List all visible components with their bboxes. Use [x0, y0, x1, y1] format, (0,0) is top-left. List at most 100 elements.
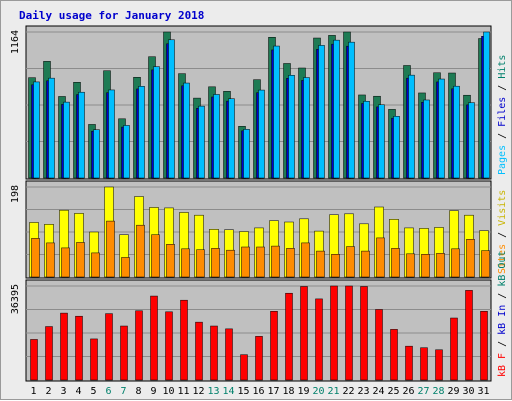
bar-hits-2 — [48, 77, 55, 179]
bar-hits-1 — [33, 81, 40, 179]
x-tick-label-1: 1 — [30, 386, 36, 397]
x-tick-label-14: 14 — [222, 386, 234, 397]
bar-kbf-8 — [135, 310, 143, 381]
bar-kbf-20 — [315, 298, 323, 381]
legend-part-middle-2: Visits — [497, 190, 508, 226]
bar-hits-29 — [453, 85, 460, 179]
bar-hits-31 — [483, 31, 490, 179]
bar-sites-27 — [421, 254, 430, 278]
bar-hits-27 — [423, 99, 430, 179]
bar-hits-15 — [243, 129, 250, 179]
bar-kbf-9 — [150, 295, 158, 381]
bar-kbf-28 — [435, 349, 443, 381]
bar-sites-13 — [211, 248, 220, 278]
bar-kbf-27 — [420, 347, 428, 381]
bar-hits-28 — [438, 78, 445, 179]
x-tick-label-15: 15 — [237, 386, 249, 397]
x-tick-label-21: 21 — [327, 386, 339, 397]
legend-part-top-1: / — [497, 127, 508, 145]
x-tick-label-13: 13 — [207, 386, 219, 397]
x-tick-label-9: 9 — [150, 386, 156, 397]
ymax-label-bottom: 36395 — [10, 284, 21, 314]
bar-sites-21 — [331, 254, 340, 278]
x-tick-label-5: 5 — [90, 386, 96, 397]
bar-sites-15 — [241, 246, 250, 278]
x-tick-label-4: 4 — [75, 386, 81, 397]
bar-kbf-24 — [375, 309, 383, 381]
bar-hits-18 — [288, 75, 295, 179]
x-tick-label-23: 23 — [357, 386, 369, 397]
bar-sites-16 — [256, 246, 265, 278]
x-tick-label-26: 26 — [402, 386, 414, 397]
x-tick-label-31: 31 — [477, 386, 489, 397]
x-tick-label-3: 3 — [60, 386, 66, 397]
ymax-label-top: 1164 — [10, 30, 21, 54]
bar-hits-20 — [318, 45, 325, 179]
x-tick-label-19: 19 — [297, 386, 309, 397]
bar-kbf-22 — [345, 285, 353, 381]
bar-kbf-16 — [255, 336, 263, 381]
bar-sites-25 — [391, 248, 400, 278]
bar-hits-30 — [468, 102, 475, 179]
bar-hits-9 — [153, 66, 160, 179]
bar-sites-17 — [271, 245, 280, 278]
x-tick-label-20: 20 — [312, 386, 324, 397]
legend-part-bottom-2: kB In — [497, 305, 508, 335]
x-tick-label-30: 30 — [462, 386, 474, 397]
x-tick-label-18: 18 — [282, 386, 294, 397]
legend-part-top-2: Files — [497, 97, 508, 127]
panel-top: 1164 Pages / Files / Hits — [10, 25, 508, 180]
bar-sites-4 — [76, 242, 85, 278]
bar-hits-21 — [333, 39, 340, 179]
bar-hits-16 — [258, 89, 265, 179]
bar-kbf-6 — [105, 313, 113, 381]
legend-part-bottom-4: kB Out — [497, 251, 508, 287]
legend-part-middle-0: Sites — [497, 244, 508, 274]
x-tick-label-17: 17 — [267, 386, 279, 397]
bar-kbf-15 — [240, 354, 248, 381]
x-tick-label-6: 6 — [105, 386, 111, 397]
bar-hits-22 — [348, 41, 355, 179]
bar-sites-18 — [286, 248, 295, 278]
x-tick-label-16: 16 — [252, 386, 264, 397]
bar-hits-3 — [63, 101, 70, 179]
bar-sites-23 — [361, 250, 370, 278]
legend-part-bottom-0: kB F — [497, 353, 508, 377]
bar-hits-10 — [168, 39, 175, 179]
bar-sites-6 — [106, 220, 115, 278]
bar-kbf-11 — [180, 299, 188, 381]
bar-kbf-2 — [45, 326, 53, 381]
bar-hits-8 — [138, 86, 145, 179]
bar-kbf-25 — [390, 329, 398, 381]
x-tick-label-24: 24 — [372, 386, 384, 397]
bar-sites-14 — [226, 249, 235, 278]
bar-kbf-23 — [360, 286, 368, 381]
bar-kbf-18 — [285, 292, 293, 381]
bar-sites-24 — [376, 237, 385, 278]
x-tick-label-22: 22 — [342, 386, 354, 397]
bar-hits-7 — [123, 125, 130, 179]
bar-sites-22 — [346, 246, 355, 278]
bar-sites-20 — [316, 250, 325, 278]
bar-kbf-4 — [75, 315, 83, 381]
legend-part-top-3: / — [497, 79, 508, 97]
legend-part-bottom-1: / — [497, 335, 508, 353]
bar-sites-8 — [136, 224, 145, 278]
x-tick-label-11: 11 — [177, 386, 189, 397]
bar-hits-23 — [363, 100, 370, 179]
bar-kbf-19 — [300, 286, 308, 381]
bar-kbf-3 — [60, 312, 68, 381]
bar-hits-6 — [108, 89, 115, 179]
bar-hits-5 — [93, 129, 100, 179]
ymax-label-middle: 198 — [10, 185, 21, 203]
chart-title: Daily usage for January 2018 — [19, 9, 204, 22]
x-tick-label-10: 10 — [162, 386, 174, 397]
bar-hits-24 — [378, 104, 385, 179]
bar-sites-2 — [46, 242, 55, 278]
legend-part-middle-1: / — [497, 226, 508, 244]
x-tick-label-28: 28 — [432, 386, 444, 397]
panel-bottom: 36395 kB F / kB In / kB Out — [10, 251, 508, 382]
legend-part-bottom-3: / — [497, 287, 508, 305]
